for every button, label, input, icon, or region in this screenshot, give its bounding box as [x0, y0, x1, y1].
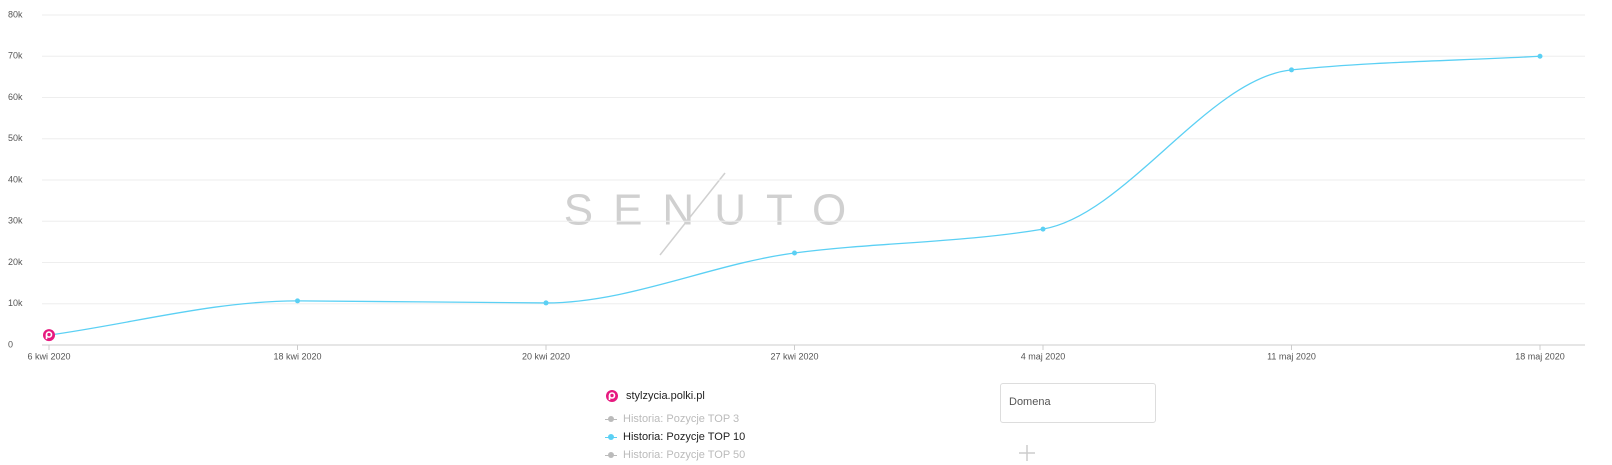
x-tick-label: 11 maj 2020 — [1267, 351, 1316, 361]
legend-swatch — [605, 451, 617, 459]
x-tick-label: 18 maj 2020 — [1515, 351, 1565, 361]
legend-swatch — [605, 433, 617, 441]
legend-label: Historia: Pozycje TOP 10 — [623, 431, 746, 443]
point — [1040, 226, 1046, 232]
x-tick-label: 4 maj 2020 — [1021, 351, 1066, 361]
y-tick-label: 60k — [8, 92, 23, 102]
add-button[interactable] — [1017, 443, 1037, 463]
point-icon — [43, 329, 55, 342]
x-tick-label: 18 kwi 2020 — [273, 351, 321, 361]
legend-swatch — [605, 415, 617, 423]
legend-item[interactable]: Historia: Pozycje TOP 3 — [605, 413, 739, 425]
y-tick-label: 20k — [8, 257, 23, 267]
y-tick-label: 30k — [8, 216, 23, 226]
point — [1289, 67, 1294, 73]
watermark: SENUTO — [564, 186, 867, 235]
legend-label: Historia: Pozycje TOP 50 — [623, 449, 746, 461]
y-tick-label: 40k — [8, 174, 23, 184]
domain-input[interactable]: Domena — [1000, 383, 1156, 423]
y-tick-label: 70k — [8, 51, 23, 61]
point — [543, 300, 549, 306]
x-tick-label: 20 kwi 2020 — [522, 351, 570, 361]
x-tick-label: 6 kwi 2020 — [27, 351, 70, 361]
y-tick-label: 10k — [8, 298, 23, 308]
x-tick-label: 27 kwi 2020 — [770, 351, 818, 361]
domain-legend[interactable]: stylzycia.polki.pl — [605, 389, 705, 403]
y-tick-label: 80k — [8, 9, 23, 19]
point — [1537, 53, 1543, 59]
legend-item[interactable]: Historia: Pozycje TOP 50 — [605, 449, 745, 461]
domain-icon — [606, 390, 618, 402]
y-tick-label: 50k — [8, 133, 23, 143]
watermark-stroke — [659, 172, 726, 256]
domain-name: stylzycia.polki.pl — [626, 390, 705, 402]
legend-item[interactable]: Historia: Pozycje TOP 10 — [605, 431, 745, 443]
point — [295, 298, 300, 304]
y-tick-label: 0 — [8, 339, 13, 349]
legend-label: Historia: Pozycje TOP 3 — [623, 413, 740, 425]
point — [792, 250, 797, 256]
